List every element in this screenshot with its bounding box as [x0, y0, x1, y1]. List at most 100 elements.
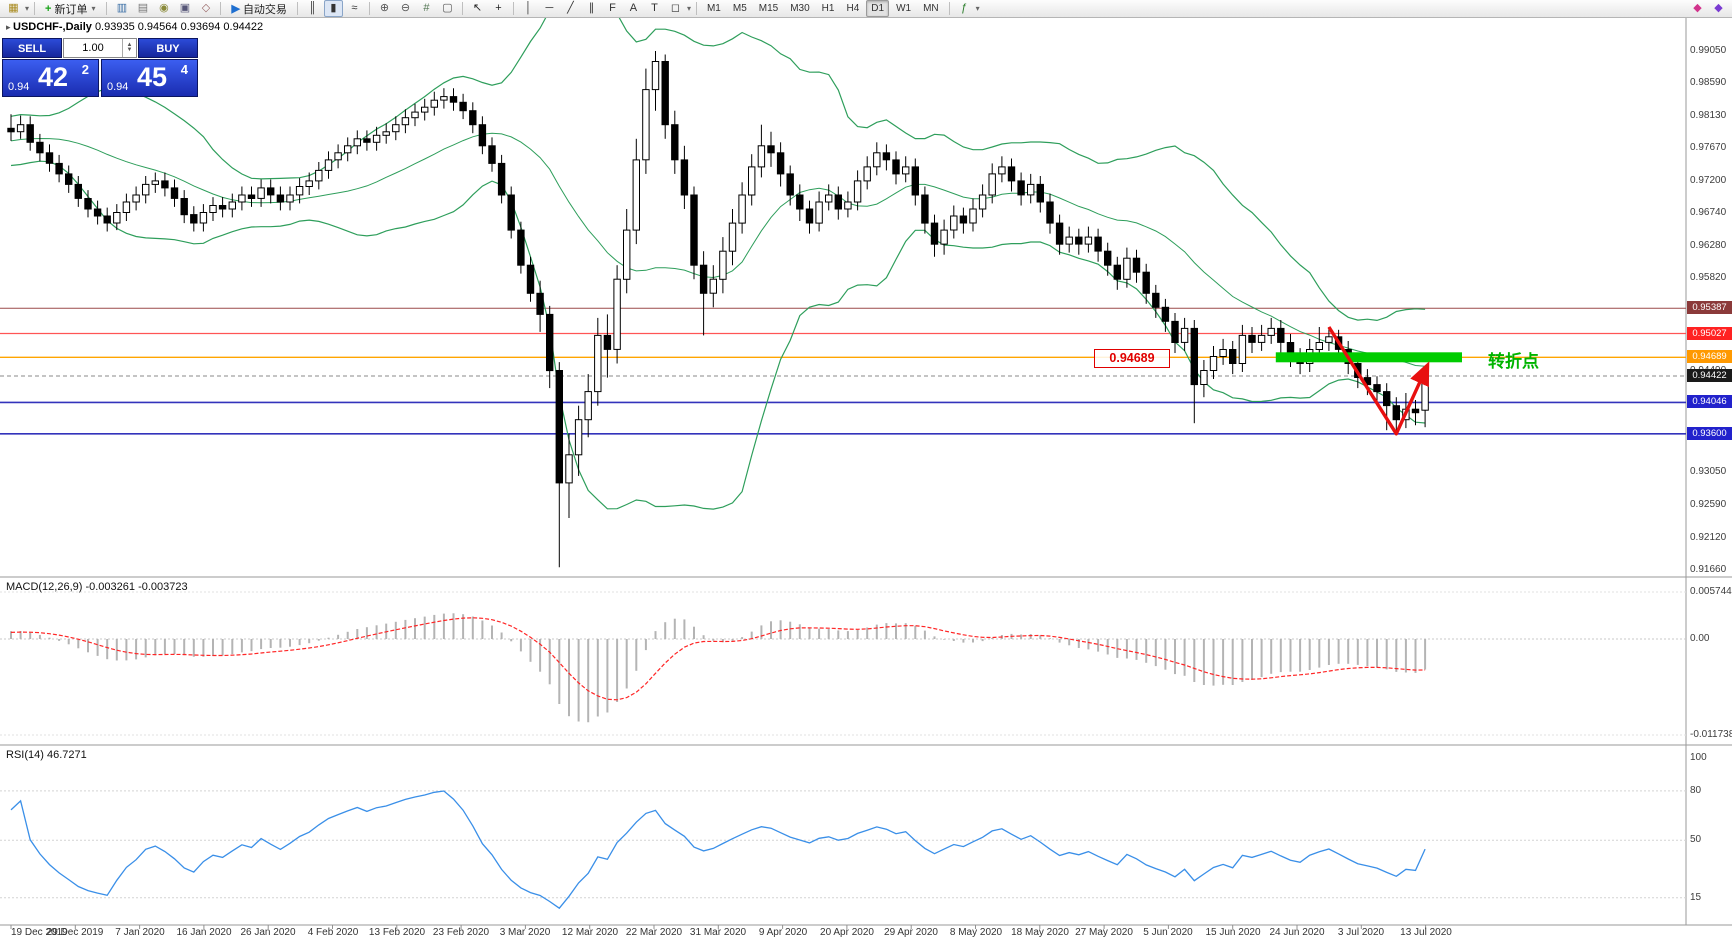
sell-button[interactable]: SELL: [2, 38, 62, 58]
bollinger-middle: [10, 132, 1426, 367]
timeframe-button-h1[interactable]: H1: [821, 3, 835, 14]
candlestick-chart-icon[interactable]: ▮: [323, 0, 343, 17]
candle-body: [1209, 356, 1218, 371]
candle-body: [642, 89, 650, 161]
data-window-icon[interactable]: ▤: [137, 2, 149, 14]
candle-body: [1421, 375, 1429, 411]
one-click-toggle-icon[interactable]: ▸: [6, 22, 14, 32]
volume-value[interactable]: 1.00: [82, 42, 104, 54]
timeframe-button-w1[interactable]: W1: [896, 3, 912, 14]
terminal-icon[interactable]: ▣: [179, 2, 191, 14]
label-icon[interactable]: T: [651, 2, 658, 14]
toolbar-separator: [461, 2, 463, 15]
zoom-in-icon[interactable]: ⊕: [379, 2, 390, 14]
toolbar-separator: [296, 2, 298, 15]
bar-chart-icon[interactable]: ║: [308, 2, 317, 14]
timeframe-button-m1[interactable]: M1: [706, 3, 721, 14]
navigator-icon[interactable]: ◉: [159, 2, 169, 14]
turning-point-zone: [1275, 352, 1462, 363]
dropdown-caret-icon[interactable]: ▾: [91, 4, 96, 13]
crosshair-icon[interactable]: +: [495, 2, 502, 14]
candle-body: [555, 370, 563, 484]
candle-body: [921, 194, 929, 224]
candle-body: [1373, 384, 1381, 393]
candle-body: [1248, 334, 1256, 343]
channel-icon[interactable]: ∥: [588, 2, 595, 14]
one-click-trade-panel: SELL 1.00 ▲ ▼ BUY 0.94 42 2 0.94 45 4: [2, 38, 198, 97]
timeframe-button-d1[interactable]: D1: [866, 0, 890, 17]
vertical-line-icon[interactable]: │: [525, 2, 532, 14]
tile-windows-icon[interactable]: ▢: [442, 2, 453, 14]
candle-body: [421, 106, 429, 113]
candle-body: [1267, 327, 1275, 336]
candle-body: [863, 166, 871, 182]
dropdown-caret-icon[interactable]: ▾: [975, 4, 980, 13]
toolbar-separator: [695, 2, 697, 15]
toolbar-separator: [512, 2, 514, 15]
indicators-icon[interactable]: ƒ: [961, 2, 968, 14]
buy-price-button[interactable]: 0.94 45 4: [101, 59, 198, 97]
candle-body: [469, 110, 477, 126]
turning-point-annotation: 转折点: [1488, 352, 1539, 371]
chat-icon[interactable]: ◆: [1693, 2, 1702, 14]
candle-body: [1238, 334, 1247, 364]
fibonacci-icon[interactable]: F: [609, 2, 616, 14]
candle-body: [978, 194, 987, 210]
candle-body: [151, 180, 160, 185]
horizontal-line-icon[interactable]: ─: [545, 2, 554, 14]
ohlc-values: 0.93935 0.94564 0.93694 0.94422: [94, 21, 264, 33]
spinner-up-icon[interactable]: ▲: [126, 42, 133, 48]
timeframe-button-m5[interactable]: M5: [732, 3, 747, 14]
candle-body: [1094, 236, 1102, 252]
candle-body: [170, 187, 179, 199]
toolbar-separator: [948, 2, 950, 15]
candle-body: [276, 194, 285, 203]
macd-indicator-label: MACD(12,26,9) -0.003261 -0.003723: [6, 581, 188, 593]
dropdown-caret-icon[interactable]: ▾: [686, 4, 691, 13]
line-chart-icon[interactable]: ≈: [351, 2, 358, 14]
timeframe-button-m15[interactable]: M15: [758, 3, 779, 14]
new-order-button-label: 新订单: [54, 3, 88, 16]
shapes-icon[interactable]: ◻: [670, 2, 680, 14]
sell-price-big: 42: [38, 62, 69, 92]
new-order-button[interactable]: + 新订单 ▾: [39, 0, 102, 17]
trendline-icon[interactable]: ╱: [567, 2, 574, 14]
candle-body: [709, 278, 717, 294]
timeframe-button-h4[interactable]: H4: [846, 3, 860, 14]
candle-body: [247, 194, 256, 199]
buy-button[interactable]: BUY: [138, 38, 198, 58]
grid-icon[interactable]: #: [423, 2, 430, 14]
candle-body: [1046, 201, 1054, 224]
candle-body: [103, 215, 111, 224]
strategy-tester-icon[interactable]: ◇: [201, 2, 211, 14]
candle-body: [142, 183, 150, 196]
new-chart-icon[interactable]: ▦: [8, 2, 19, 14]
text-icon[interactable]: A: [629, 2, 638, 14]
candle-body: [940, 229, 948, 245]
spinner-down-icon[interactable]: ▼: [126, 47, 133, 53]
community-icon[interactable]: ◆: [1714, 2, 1723, 14]
volume-spinner[interactable]: ▲ ▼: [122, 39, 136, 57]
sell-price-prefix: 0.94: [8, 81, 30, 93]
dropdown-caret-icon[interactable]: ▾: [25, 4, 30, 13]
zoom-out-icon[interactable]: ⊖: [400, 2, 411, 14]
market-watch-icon[interactable]: ▥: [116, 2, 128, 14]
volume-stepper[interactable]: 1.00 ▲ ▼: [63, 38, 137, 58]
buy-price-big: 45: [137, 62, 168, 92]
autotrading-button[interactable]: ▶ 自动交易: [225, 0, 292, 17]
candle-body: [1152, 292, 1160, 308]
candle-body: [1055, 222, 1064, 245]
candle-body: [536, 292, 544, 315]
candle-body: [959, 215, 968, 224]
candle-body: [218, 205, 227, 210]
candle-body: [324, 159, 333, 171]
timeframe-button-mn[interactable]: MN: [923, 3, 939, 14]
cursor-icon[interactable]: ↖: [472, 2, 483, 14]
timeframe-button-m30[interactable]: M30: [790, 3, 810, 14]
candle-body: [651, 61, 660, 91]
sell-price-button[interactable]: 0.94 42 2: [2, 59, 99, 97]
candle-body: [199, 212, 208, 224]
candle-body: [594, 334, 602, 393]
